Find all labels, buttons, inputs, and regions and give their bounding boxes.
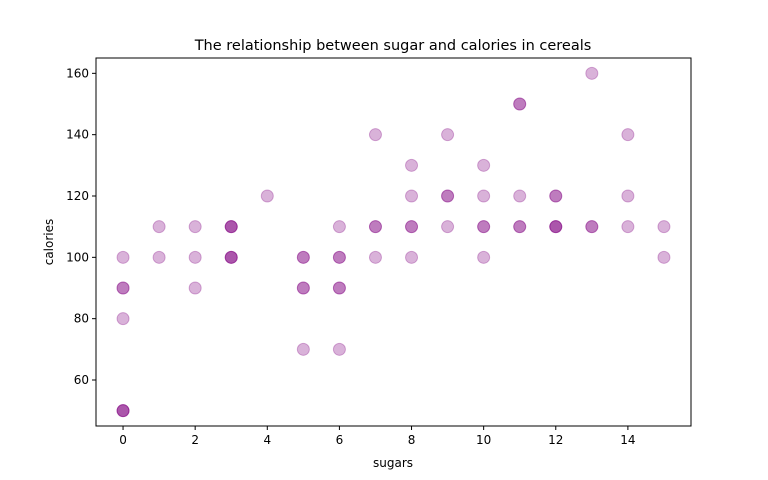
data-point (477, 189, 491, 203)
data-point (621, 189, 635, 203)
data-point (332, 342, 346, 356)
data-point (224, 250, 238, 264)
data-point (405, 220, 419, 234)
y-tick-label: 80 (74, 312, 89, 326)
x-tick-label: 4 (263, 433, 271, 447)
data-point (332, 281, 346, 295)
x-axis: 0 2 4 6 8 10 12 14 (119, 426, 636, 447)
x-tick-label: 0 (119, 433, 127, 447)
data-point (549, 189, 563, 203)
data-point (152, 250, 166, 264)
x-axis-label: sugars (373, 456, 413, 470)
data-point (116, 281, 130, 295)
data-point (368, 250, 382, 264)
data-point (116, 250, 130, 264)
data-point (332, 281, 346, 295)
data-point (513, 189, 527, 203)
data-point (621, 128, 635, 142)
data-point (296, 281, 310, 295)
data-point (441, 189, 455, 203)
data-point (260, 189, 274, 203)
data-point (477, 250, 491, 264)
data-point (152, 220, 166, 234)
data-point (405, 250, 419, 264)
x-tick-label: 10 (476, 433, 491, 447)
data-point (368, 128, 382, 142)
data-point (224, 220, 238, 234)
points-layer (116, 66, 671, 418)
data-point (585, 220, 599, 234)
data-point (513, 220, 527, 234)
data-point (621, 220, 635, 234)
data-point (441, 220, 455, 234)
data-point (332, 250, 346, 264)
data-point (332, 250, 346, 264)
data-point (549, 220, 563, 234)
data-point (296, 342, 310, 356)
chart-title: The relationship between sugar and calor… (194, 38, 592, 54)
data-point (188, 250, 202, 264)
data-point (116, 404, 130, 418)
data-point (188, 220, 202, 234)
data-point (296, 250, 310, 264)
data-point (405, 189, 419, 203)
y-tick-label: 100 (66, 250, 89, 264)
data-point (513, 97, 527, 111)
data-point (296, 250, 310, 264)
data-point (477, 158, 491, 172)
data-point (441, 128, 455, 142)
data-point (116, 404, 130, 418)
data-point (368, 220, 382, 234)
data-point (116, 404, 130, 418)
data-point (405, 220, 419, 234)
data-point (116, 281, 130, 295)
data-point (332, 220, 346, 234)
x-tick-label: 2 (191, 433, 199, 447)
x-tick-label: 6 (336, 433, 344, 447)
data-point (657, 250, 671, 264)
x-tick-label: 12 (548, 433, 563, 447)
plot-area-frame (95, 57, 692, 427)
data-point (657, 220, 671, 234)
data-point (513, 220, 527, 234)
data-point (441, 189, 455, 203)
data-point (549, 189, 563, 203)
data-point (549, 220, 563, 234)
data-point (368, 220, 382, 234)
data-point (477, 220, 491, 234)
data-point (585, 220, 599, 234)
y-axis: 60 80 100 120 140 160 (66, 66, 96, 387)
data-point (513, 97, 527, 111)
y-axis-label: calories (42, 219, 56, 266)
y-tick-label: 60 (74, 373, 89, 387)
data-point (188, 281, 202, 295)
data-point (549, 220, 563, 234)
y-tick-label: 120 (66, 189, 89, 203)
data-point (585, 66, 599, 80)
data-point (224, 220, 238, 234)
y-tick-label: 140 (66, 128, 89, 142)
data-point (477, 220, 491, 234)
data-point (224, 250, 238, 264)
x-tick-label: 14 (620, 433, 635, 447)
data-point (296, 281, 310, 295)
data-point (116, 312, 130, 326)
data-point (224, 250, 238, 264)
x-tick-label: 8 (408, 433, 416, 447)
data-point (405, 158, 419, 172)
data-point (224, 220, 238, 234)
y-tick-label: 160 (66, 66, 89, 80)
